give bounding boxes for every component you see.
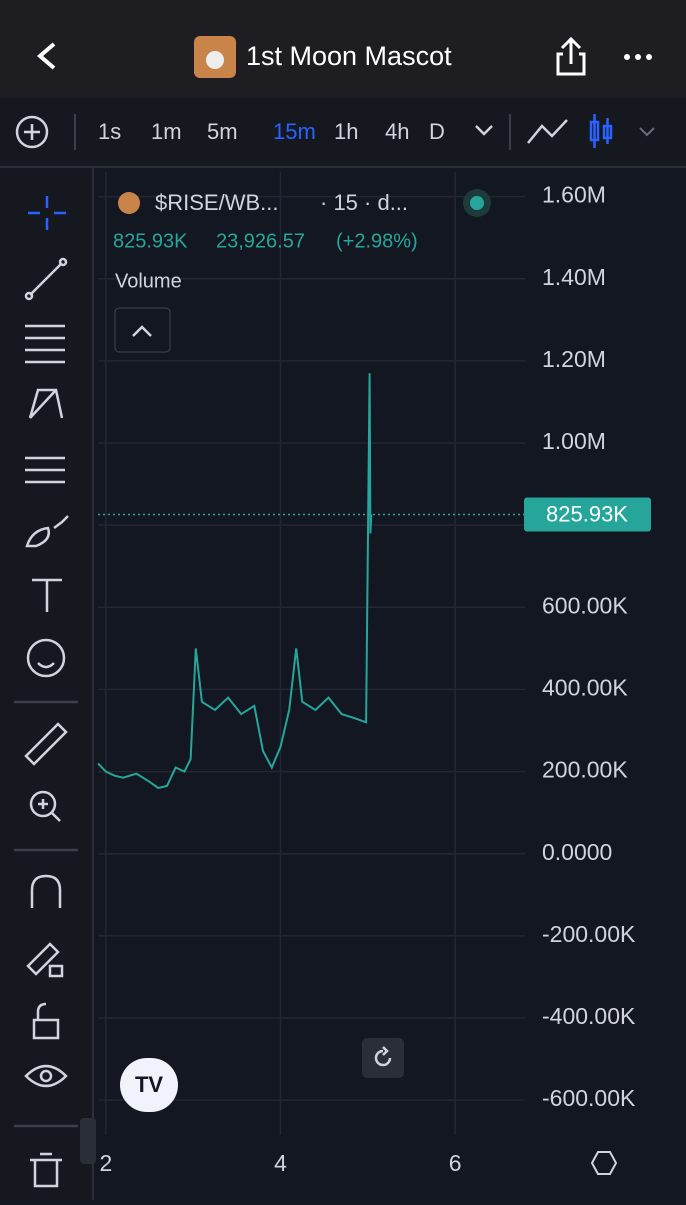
y-tick-label: 1.40M [542, 264, 606, 290]
more-timeframes[interactable] [475, 125, 493, 136]
pattern-tool[interactable] [28, 388, 64, 419]
y-tick-label: 1.60M [542, 182, 606, 208]
toolbar [0, 98, 686, 168]
brush-tool[interactable] [25, 515, 69, 548]
candle-chart-button[interactable] [589, 114, 613, 148]
y-tick-label: 400.00K [542, 675, 628, 701]
y-tick-label: 600.00K [542, 592, 628, 618]
timeframe-button[interactable]: D [429, 119, 445, 144]
volume-label: Volume [115, 270, 182, 292]
header-icons: 1st Moon Mascot [36, 36, 652, 78]
legend-symbol: $RISE/WB... [155, 190, 278, 215]
legend-change-pct: (+2.98%) [336, 230, 418, 252]
magnet-tool[interactable] [30, 874, 62, 908]
token-icon-face [206, 51, 224, 69]
toolbar-icons [15, 114, 655, 150]
tv-logo [120, 1058, 178, 1112]
plot: 1.60M 1.40M 1.20M 1.00M 800.00K 600.00K 400.00… [97, 172, 651, 1176]
chart-type-dropdown[interactable] [639, 127, 655, 137]
x-tick-label: 4 [274, 1150, 287, 1176]
x-tick-label: 6 [449, 1150, 462, 1176]
emoji-tool[interactable] [26, 638, 66, 678]
y-tick-label: 200.00K [542, 757, 628, 783]
y-tick-label: 0.0000 [542, 839, 612, 865]
visibility-tool[interactable] [24, 1064, 68, 1088]
legend-interval: · 15 · d... [320, 190, 408, 215]
lock-drawings-tool[interactable] [26, 942, 64, 978]
legend-change: 23,926.57 [216, 230, 305, 252]
fib-tool[interactable] [25, 324, 65, 364]
timeframe-button[interactable]: 1h [334, 119, 359, 144]
delete-tool[interactable] [30, 1152, 62, 1188]
timeframe-button[interactable]: 1m [151, 119, 182, 144]
status-dot [470, 196, 484, 210]
legend-icon [118, 192, 140, 214]
last-price-label: 825.93K [546, 501, 628, 526]
settings-button[interactable] [590, 1151, 618, 1175]
x-tick-label: 2 [99, 1150, 112, 1176]
share-button[interactable] [556, 36, 586, 76]
y-tick-label: 1.00M [542, 428, 606, 454]
more-button[interactable] [624, 54, 652, 60]
text-tool[interactable] [32, 578, 62, 612]
zoom-tool[interactable] [29, 790, 61, 822]
timeframe-button[interactable]: 15m [273, 119, 316, 144]
add-button[interactable] [15, 115, 49, 149]
tv-logo-mark: TV [135, 1072, 163, 1097]
line-chart-button[interactable] [527, 119, 568, 144]
price-line [97, 373, 373, 790]
lock-tool[interactable] [32, 1002, 60, 1040]
back-button[interactable] [36, 42, 56, 70]
ruler-tool[interactable] [24, 722, 68, 766]
drawing-tools [14, 196, 78, 1188]
y-tick-label: 800.00K [542, 510, 628, 536]
trend-line-tool[interactable] [24, 257, 68, 301]
header: 1st Moon Mascot [0, 0, 686, 98]
last-price-tag [524, 497, 651, 532]
collapse-button[interactable] [114, 307, 171, 353]
reset-button[interactable] [362, 1038, 404, 1078]
reset-icon [374, 1046, 392, 1067]
drawing-toolbar [0, 168, 94, 1200]
y-tick-label: -600.00K [542, 1085, 636, 1111]
timeframe-button[interactable]: 1s [98, 119, 122, 144]
legend-price: 825.93K [113, 230, 188, 252]
timeframe-button[interactable]: 4h [385, 119, 410, 144]
y-tick-label: 1.20M [542, 346, 606, 372]
status-dot-bg [463, 189, 491, 217]
y-tick-label: -400.00K [542, 1003, 636, 1029]
page-title: 1st Moon Mascot [246, 41, 452, 71]
crosshair-tool[interactable] [28, 196, 66, 230]
forecast-tool[interactable] [25, 456, 65, 484]
y-tick-label: -200.00K [542, 921, 636, 947]
add-button-plus [24, 124, 40, 140]
timeframe-button[interactable]: 5m [207, 119, 238, 144]
collapse-arrow [132, 325, 152, 337]
